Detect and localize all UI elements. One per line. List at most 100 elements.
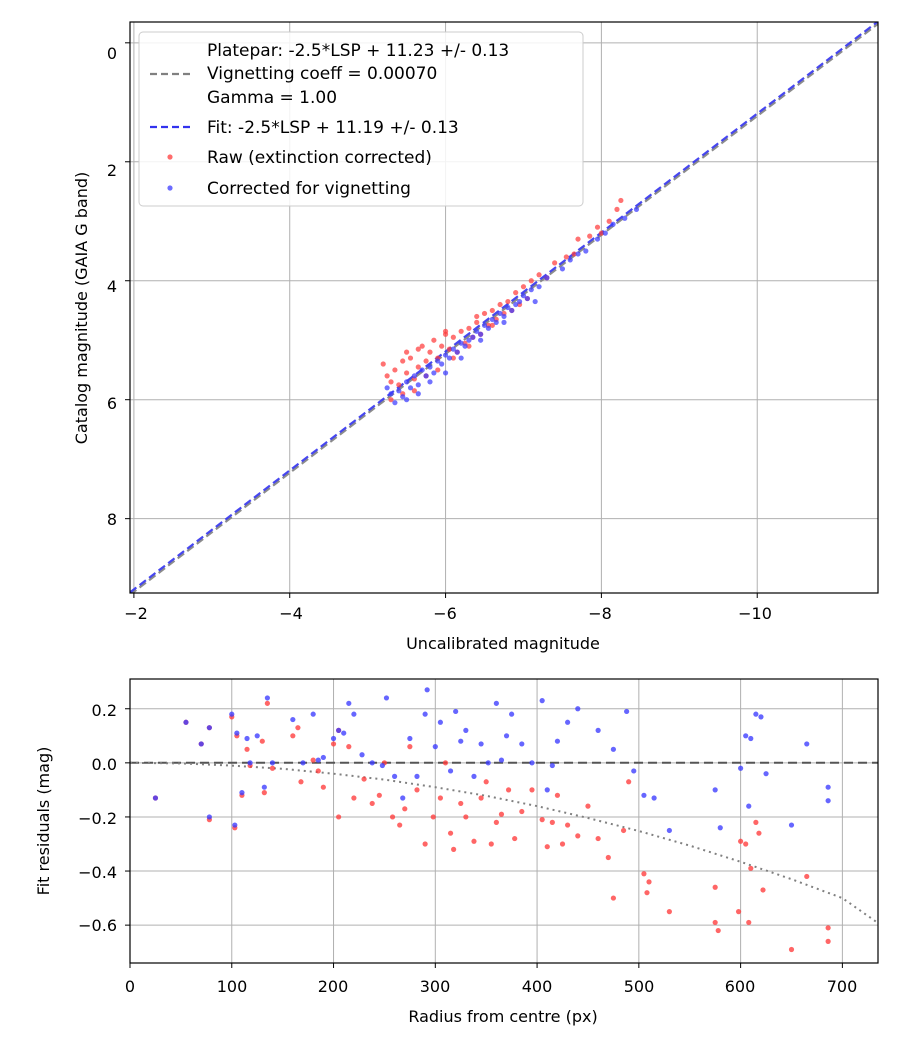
corrected-point bbox=[442, 370, 449, 376]
corrected-residual-point bbox=[544, 787, 550, 793]
corrected-point bbox=[400, 394, 406, 400]
corrected-point bbox=[516, 298, 523, 305]
corrected-point bbox=[427, 364, 433, 370]
raw-residual-point bbox=[261, 790, 267, 796]
grid-lines bbox=[125, 679, 878, 968]
svg-text:700: 700 bbox=[827, 977, 858, 996]
raw-residual-point bbox=[549, 819, 555, 825]
data-points bbox=[380, 197, 640, 406]
corrected-point bbox=[442, 352, 449, 358]
corrected-residual-point bbox=[315, 757, 321, 763]
raw-residual-point bbox=[244, 746, 250, 752]
svg-text:400: 400 bbox=[522, 977, 553, 996]
corrected-point bbox=[610, 221, 616, 227]
data-points bbox=[152, 687, 831, 953]
raw-residual-point bbox=[825, 925, 831, 931]
corrected-point bbox=[575, 251, 581, 257]
raw-point bbox=[388, 397, 394, 403]
raw-residual-point bbox=[336, 814, 342, 820]
platepar-line bbox=[130, 22, 878, 593]
raw-residual-point bbox=[498, 811, 505, 817]
raw-point bbox=[481, 310, 488, 317]
raw-point bbox=[618, 197, 624, 204]
raw-point bbox=[474, 319, 480, 325]
raw-residual-point bbox=[735, 909, 742, 915]
raw-residual-point bbox=[376, 792, 382, 798]
svg-text:Vignetting coeff = 0.00070: Vignetting coeff = 0.00070 bbox=[207, 64, 437, 84]
raw-residual-point bbox=[760, 887, 766, 893]
corrected-residual-point bbox=[198, 741, 204, 747]
raw-residual-point bbox=[451, 846, 457, 853]
corrected-residual-point bbox=[400, 795, 406, 801]
raw-point bbox=[415, 346, 421, 352]
corrected-point bbox=[544, 275, 550, 281]
y-axis-label: Catalog magnitude (GAIA G band) bbox=[72, 172, 91, 444]
raw-point bbox=[411, 388, 417, 394]
corrected-point bbox=[633, 206, 640, 212]
corrected-point bbox=[415, 382, 421, 388]
corrected-residual-point bbox=[758, 714, 764, 720]
corrected-residual-point bbox=[414, 773, 420, 779]
raw-residual-point bbox=[315, 768, 321, 774]
corrected-point bbox=[497, 310, 503, 317]
legend-entry-raw: Raw (extinction corrected) bbox=[167, 148, 432, 168]
raw-residual-point bbox=[483, 779, 489, 785]
corrected-point bbox=[427, 379, 433, 385]
corrected-point bbox=[411, 373, 417, 379]
corrected-residual-point bbox=[595, 727, 601, 733]
corrected-point bbox=[536, 284, 542, 290]
svg-text:Fit: -2.5*LSP + 11.19 +/- 0.13: Fit: -2.5*LSP + 11.19 +/- 0.13 bbox=[207, 118, 459, 138]
raw-point bbox=[384, 373, 390, 379]
corrected-point bbox=[532, 298, 538, 305]
raw-residual-point bbox=[437, 795, 443, 801]
y-tick: −0.2 bbox=[78, 809, 117, 828]
raw-point bbox=[520, 284, 527, 290]
raw-point bbox=[489, 322, 495, 328]
corrected-residual-point bbox=[244, 735, 250, 742]
x-tick: 0 bbox=[125, 977, 135, 996]
corrected-residual-point bbox=[651, 795, 657, 801]
raw-residual-point bbox=[585, 803, 591, 809]
raw-residual-point bbox=[565, 822, 571, 828]
legend-entry-fit: Fit: -2.5*LSP + 11.19 +/- 0.13 bbox=[150, 118, 459, 138]
raw-residual-point bbox=[488, 841, 494, 847]
corrected-residual-point bbox=[478, 741, 484, 747]
corrected-residual-point bbox=[261, 784, 267, 790]
raw-point bbox=[450, 355, 456, 361]
residuals-chart: 0 100 200 300 400 500 600 700 0.2 0.0 −0… bbox=[34, 678, 879, 1026]
corrected-residual-point bbox=[519, 741, 525, 747]
corrected-residual-point bbox=[254, 733, 260, 739]
raw-point bbox=[466, 343, 472, 349]
raw-point bbox=[419, 343, 425, 349]
svg-text:Platepar: -2.5*LSP + 11.23 +/-: Platepar: -2.5*LSP + 11.23 +/- 0.13 bbox=[207, 41, 509, 61]
raw-point bbox=[594, 224, 601, 230]
raw-residual-point bbox=[666, 909, 672, 915]
raw-residual-point bbox=[746, 919, 752, 926]
raw-residual-point bbox=[369, 800, 375, 807]
raw-point bbox=[442, 328, 449, 334]
raw-point bbox=[404, 370, 410, 376]
legend-box bbox=[138, 31, 584, 207]
legend-entry-corrected: Corrected for vignetting bbox=[167, 179, 411, 199]
svg-text:0: 0 bbox=[107, 44, 117, 63]
raw-point bbox=[439, 343, 445, 349]
svg-text:200: 200 bbox=[318, 977, 349, 996]
raw-residual-point bbox=[458, 800, 464, 807]
raw-residual-point bbox=[389, 814, 396, 820]
raw-residual-point bbox=[298, 779, 304, 785]
y-tick: 0.0 bbox=[92, 755, 117, 774]
corrected-point bbox=[392, 400, 398, 406]
corrected-point bbox=[404, 379, 410, 385]
corrected-residual-point bbox=[310, 711, 316, 717]
corrected-point bbox=[419, 367, 425, 373]
raw-residual-point bbox=[512, 835, 518, 842]
svg-text:0.2: 0.2 bbox=[92, 701, 117, 720]
raw-residual-point bbox=[264, 700, 270, 706]
x-tick: −6 bbox=[433, 604, 457, 623]
corrected-residual-point bbox=[485, 760, 491, 766]
raw-residual-point bbox=[825, 938, 831, 944]
corrected-residual-point bbox=[666, 827, 672, 834]
svg-text:−0.4: −0.4 bbox=[78, 863, 117, 882]
corrected-point bbox=[524, 295, 530, 302]
